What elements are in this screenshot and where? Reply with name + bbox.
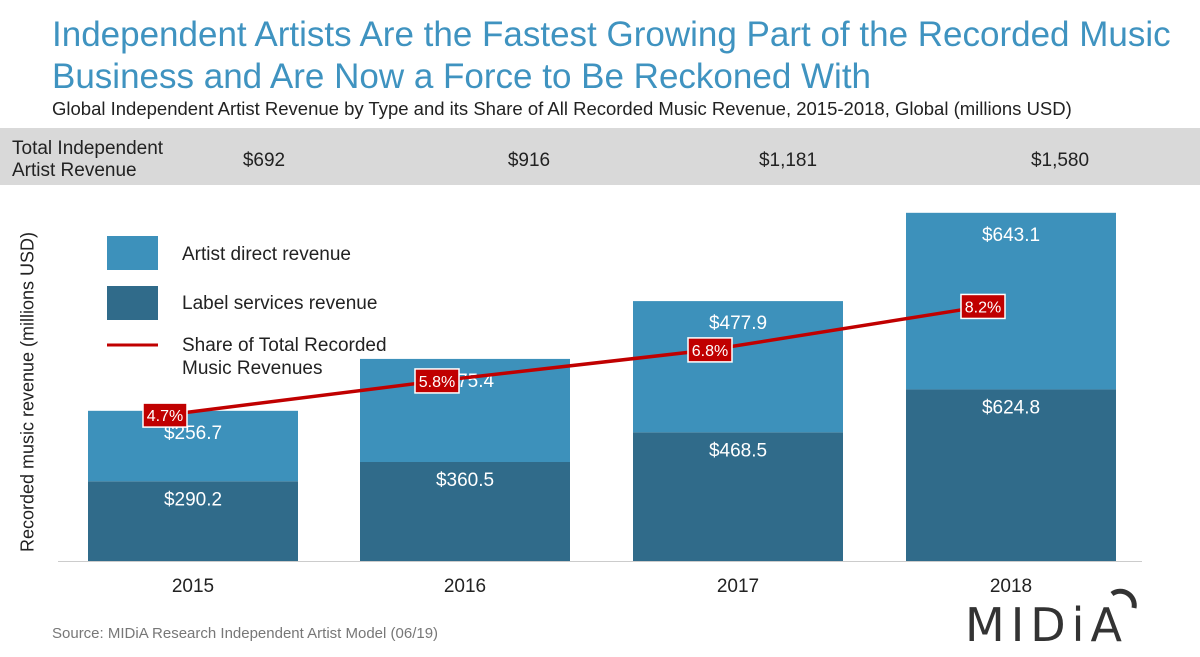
legend-label-share-line: Share of Total Recorded Music Revenues (182, 335, 387, 379)
bar-artist-direct-2018 (906, 212, 1116, 390)
x-tick-label-2016: 2016 (444, 576, 486, 597)
share-label-2018: 8.2% (965, 299, 1001, 316)
data-label-label-services-2015: $290.2 (164, 489, 222, 510)
total-revenue-2015: $692 (242, 150, 286, 171)
data-label-label-services-2017: $468.5 (709, 440, 767, 461)
legend-label-label-services: Label services revenue (182, 293, 377, 314)
x-tick-label-2017: 2017 (717, 576, 759, 597)
bar-artist-direct-2017 (633, 301, 843, 433)
source-note: Source: MIDiA Research Independent Artis… (52, 625, 439, 642)
total-revenue-2018: $1,580 (1030, 150, 1090, 171)
data-label-artist-direct-2018: $643.1 (982, 225, 1040, 246)
midia-logo: MIDiA (965, 598, 1128, 652)
total-revenue-label: Total Independent Artist Revenue (12, 138, 164, 181)
data-label-label-services-2016: $360.5 (436, 470, 494, 491)
legend-swatch-artist-direct (107, 236, 158, 270)
share-label-2017: 6.8% (692, 343, 728, 360)
chart-subtitle: Global Independent Artist Revenue by Typ… (52, 98, 1072, 119)
legend-swatch-label-services (107, 286, 158, 320)
data-label-label-services-2018: $624.8 (982, 397, 1040, 418)
total-revenue-2017: $1,181 (758, 150, 818, 171)
bar-label-services-2015 (88, 481, 298, 561)
share-point-2017 (687, 337, 733, 363)
legend-label-artist-direct: Artist direct revenue (182, 244, 351, 265)
bar-label-services-2017 (633, 432, 843, 561)
data-label-artist-direct-2017: $477.9 (709, 313, 767, 334)
data-label-artist-direct-2015: $256.7 (164, 423, 222, 444)
share-line (164, 304, 984, 417)
x-tick-label-2018: 2018 (990, 576, 1032, 597)
share-point-2016 (414, 368, 460, 394)
logo-arc-icon (1110, 588, 1137, 609)
total-revenue-2016: $916 (507, 150, 551, 171)
chart-title: Independent Artists Are the Fastest Grow… (52, 15, 1171, 96)
bar-label-services-2018 (906, 389, 1116, 561)
share-point-2018 (960, 293, 1006, 320)
share-label-2016: 5.8% (419, 374, 455, 391)
bar-label-services-2016 (360, 462, 570, 561)
x-tick-label-2015: 2015 (172, 576, 214, 597)
share-label-2015: 4.7% (147, 408, 183, 425)
share-point-2015 (142, 402, 188, 428)
bar-artist-direct-2015 (88, 410, 298, 482)
total-revenue-band: Total Independent Artist Revenue $692 $9… (0, 128, 1200, 185)
